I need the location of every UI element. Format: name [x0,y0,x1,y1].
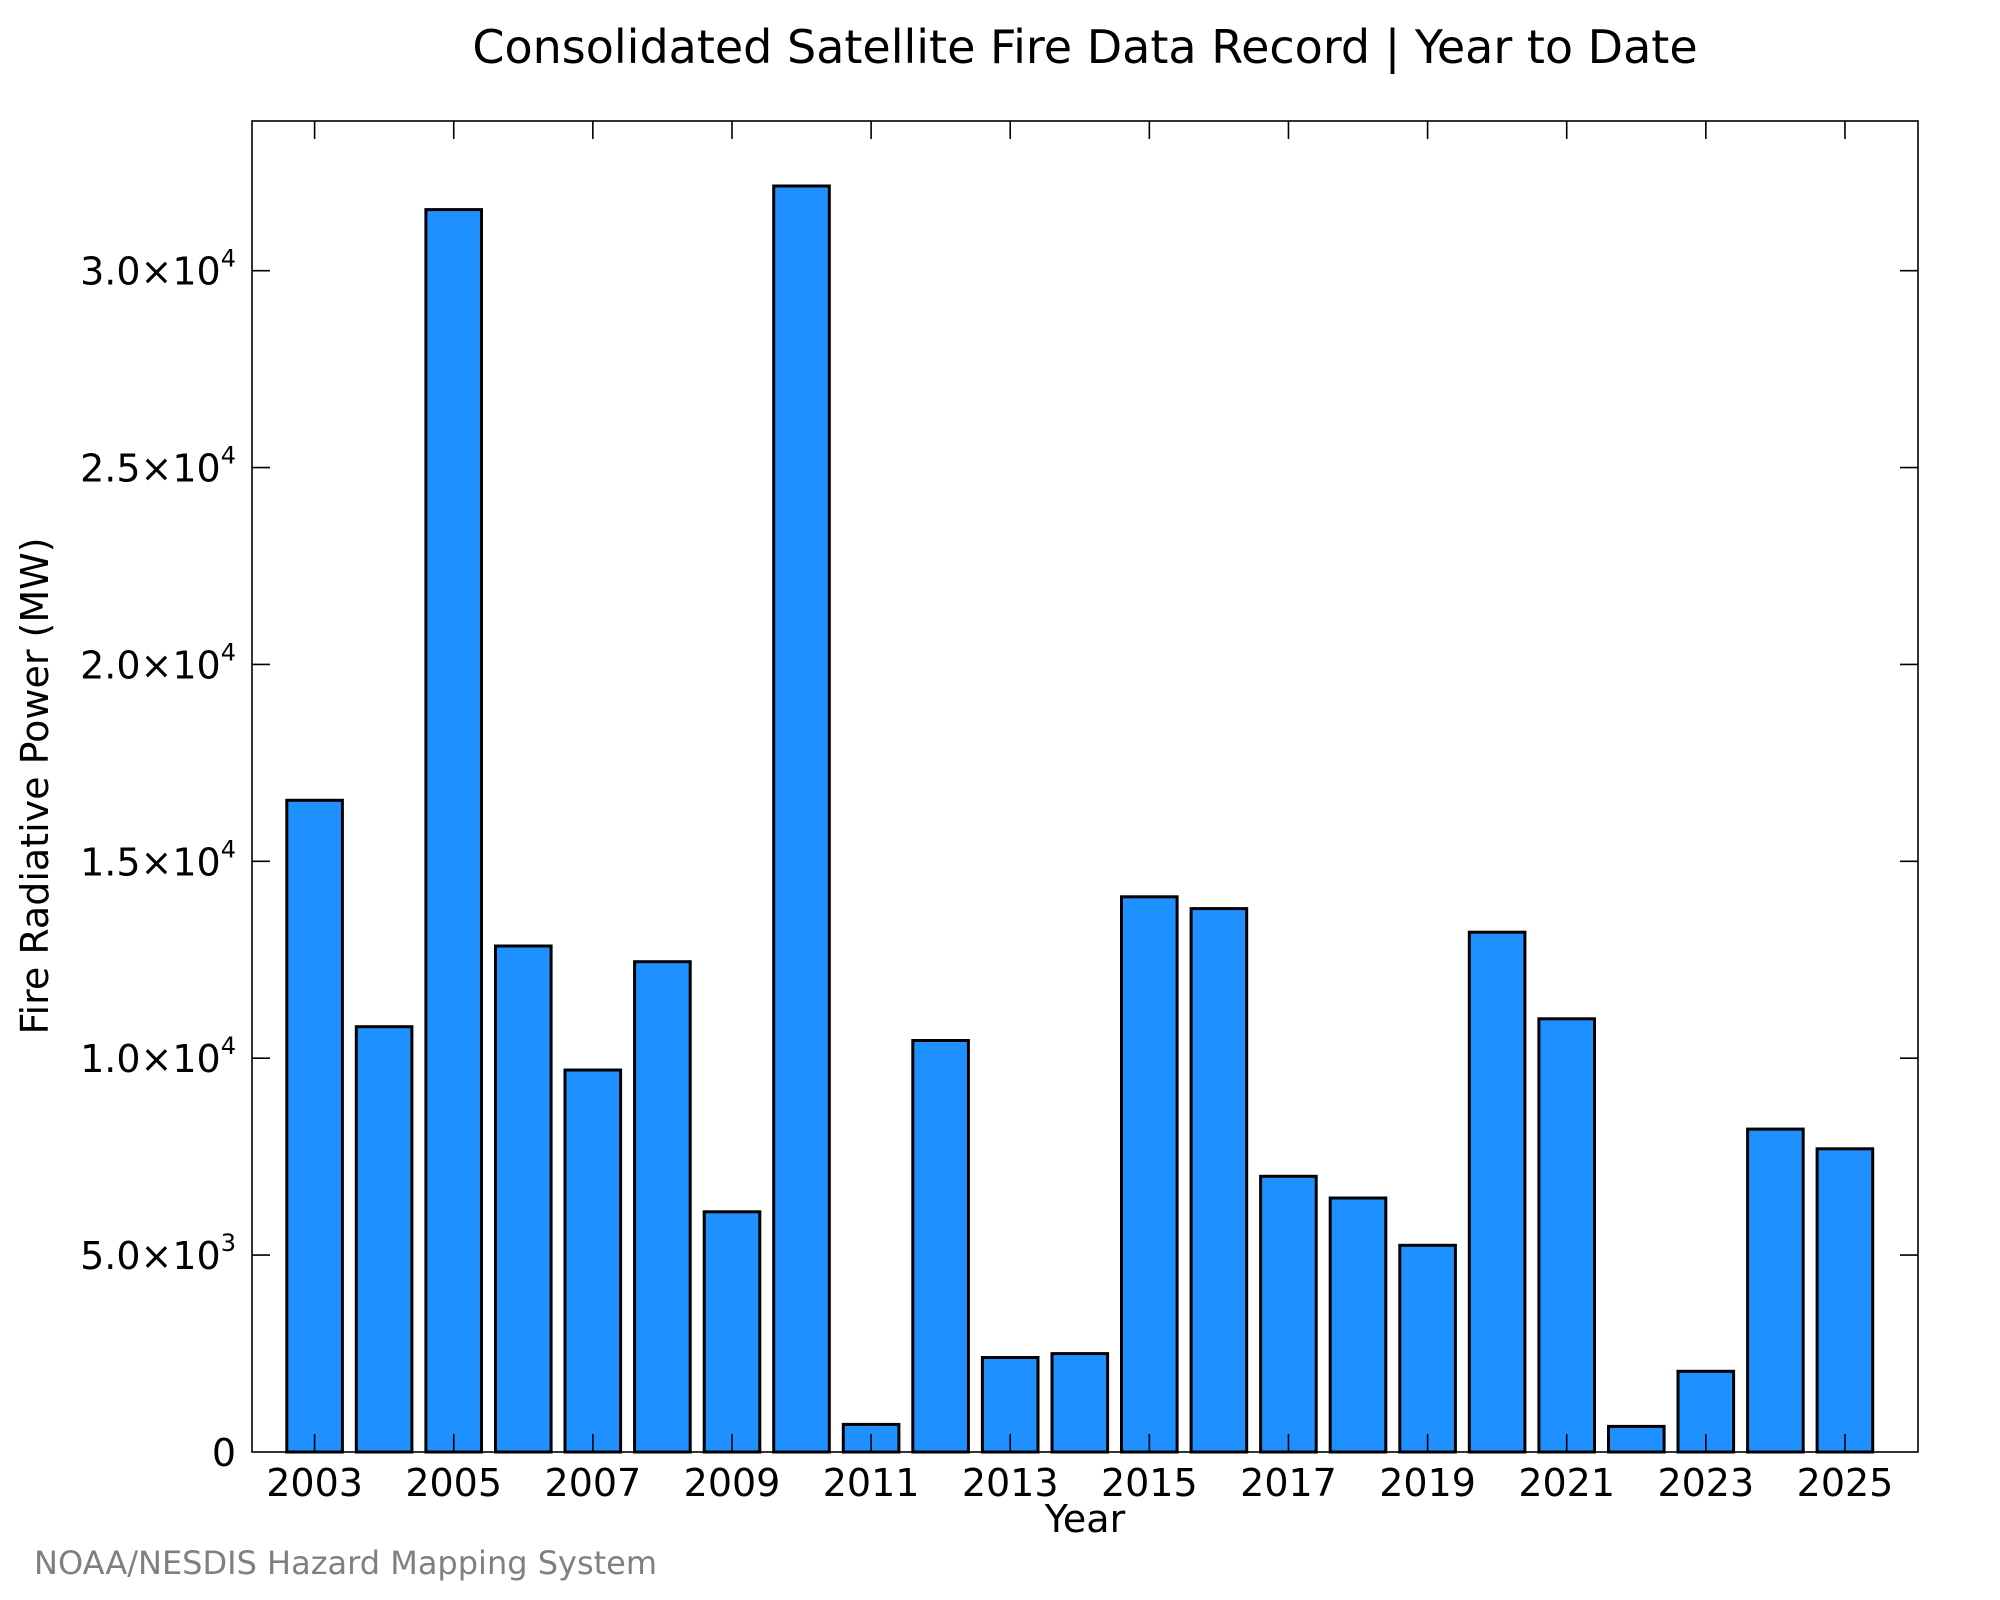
bar-2020 [1467,930,1527,1454]
bar-2024 [1746,1127,1805,1454]
x-tick-label-2025: 2025 [1797,1461,1894,1505]
x-tick-label-2005: 2005 [405,1461,502,1505]
bar-2008 [633,960,692,1454]
y-tick-label-4: 2.0×104 [80,638,236,687]
chart-title: Consolidated Satellite Fire Data Record … [472,20,1697,75]
x-tick-label-2007: 2007 [545,1461,642,1505]
bar-2003 [285,798,344,1454]
bar-2005 [424,208,483,1454]
bar-2004 [354,1025,414,1454]
x-tick-label-2023: 2023 [1657,1461,1754,1505]
bar-2007 [563,1068,623,1454]
y-axis-label: Fire Radiative Power (MW) [13,537,57,1034]
bar-2017 [1259,1174,1318,1454]
x-tick-label-2021: 2021 [1518,1461,1615,1505]
x-tick-label-2013: 2013 [962,1461,1059,1505]
y-tick-label-5: 2.5×104 [80,442,236,491]
y-tick-label-1: 5.0×103 [80,1229,236,1278]
x-tick-label-2015: 2015 [1101,1461,1198,1505]
bar-2021 [1537,1017,1597,1454]
y-tick-label-6: 3.0×104 [80,245,236,294]
bar-2014 [1050,1352,1110,1454]
bar-2009 [702,1210,762,1454]
x-tick-label-2011: 2011 [823,1461,920,1505]
bar-2010 [772,184,831,1454]
y-tick-label-0: 0 [212,1431,236,1475]
bars-layer [285,184,1875,1454]
bar-2012 [911,1039,970,1454]
plot-frame [251,120,1919,1453]
bar-2016 [1189,907,1249,1454]
bar-2015 [1120,895,1179,1454]
source-credit: NOAA/NESDIS Hazard Mapping System [34,1544,657,1582]
x-axis-label: Year [1044,1497,1126,1541]
bar-2022 [1607,1424,1666,1454]
bar-2019 [1398,1243,1457,1454]
x-tick-label-2017: 2017 [1240,1461,1337,1505]
bar-2025 [1815,1147,1875,1454]
bar-2006 [494,944,553,1454]
axis-layer: 2003 2005 2007 2009 2011 2013 2015 2017 2019 2021… [80,121,1918,1505]
y-tick-label-2: 1.0×104 [80,1032,236,1081]
x-tick-label-2003: 2003 [266,1461,363,1505]
y-tick-label-3: 1.5×104 [80,835,236,884]
x-tick-label-2019: 2019 [1379,1461,1476,1505]
bar-2018 [1328,1196,1388,1454]
x-tick-label-2009: 2009 [684,1461,781,1505]
